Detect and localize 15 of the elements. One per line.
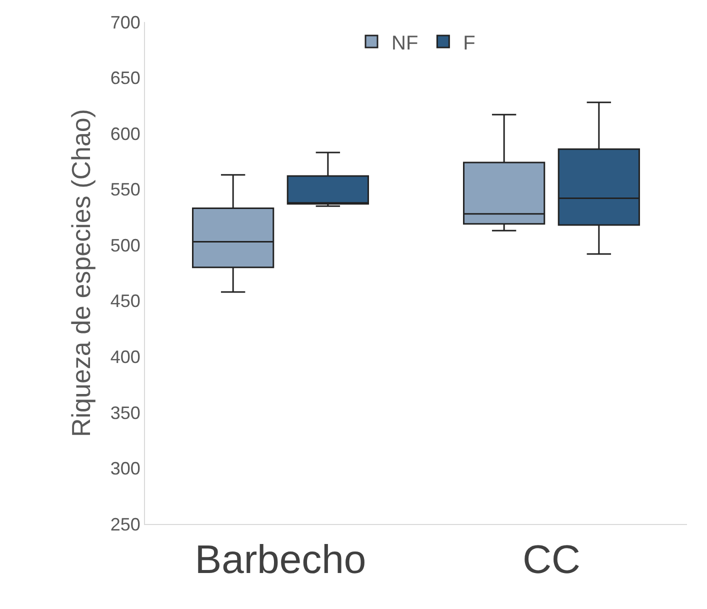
y-tick-label: 450 [110,291,140,312]
legend-label: F [463,32,476,54]
y-axis-title: Riqueza de especies (Chao) [66,108,96,438]
legend-label: NF [392,32,418,54]
x-tick-label: Barbecho [194,538,366,582]
x-tick-label: CC [522,538,580,582]
y-tick-label: 550 [110,180,140,200]
y-tick-label: 500 [110,235,140,256]
y-tick-label: 300 [110,458,140,479]
y-tick-label: 400 [110,346,140,367]
y-tick-label: 700 [110,12,140,32]
y-tick-label: 250 [110,514,140,534]
y-tick-label: 650 [110,68,140,88]
y-tick-label: 600 [110,124,140,144]
y-tick-label: 350 [110,402,140,423]
